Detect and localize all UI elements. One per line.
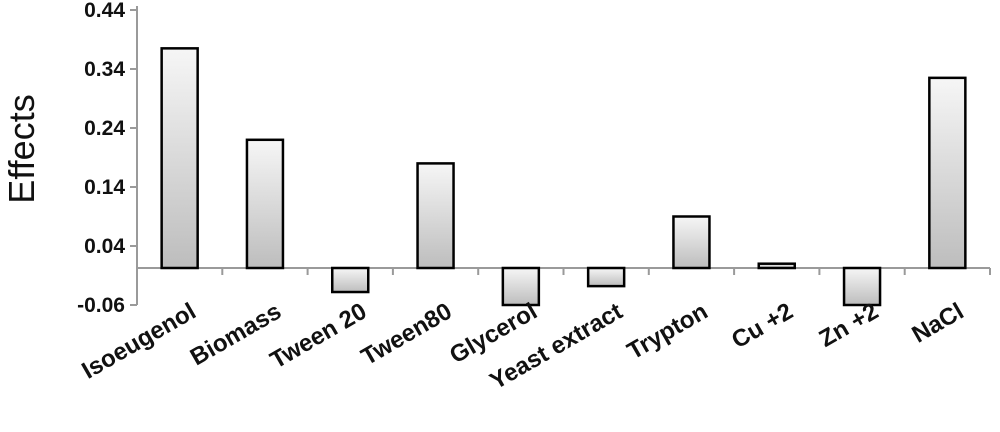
y-tick-label: 0.14 (84, 176, 125, 199)
bar-tween80 (416, 162, 455, 270)
category-label: Tween 20 (266, 298, 372, 375)
bars (160, 47, 967, 307)
bar-zn-2 (842, 266, 882, 307)
y-tick-label: -0.06 (77, 294, 125, 317)
y-axis-title: Effects (1, 94, 42, 203)
bar-tween-20 (331, 266, 370, 294)
y-tick-label: 0.34 (84, 58, 125, 81)
bar-isoeugenol (160, 47, 199, 270)
y-tick-label: 0.04 (84, 235, 125, 258)
category-label: NaCl (907, 298, 968, 349)
bar-yeast-extract (586, 266, 626, 288)
bar-cu-2 (757, 262, 796, 270)
category-label: Tween80 (357, 298, 457, 371)
bar-biomass (245, 138, 285, 270)
category-label: Trypton (623, 298, 713, 365)
y-tick-label: 0.24 (84, 117, 125, 140)
bar-nacl (928, 76, 967, 270)
bar-trypton (672, 215, 711, 270)
bar-glycerol (501, 266, 541, 307)
y-tick-label: 0.44 (84, 0, 125, 22)
category-label: Cu +2 (727, 298, 798, 354)
y-axis: -0.06 0.04 0.14 0.24 0.34 0.44 (77, 0, 138, 317)
